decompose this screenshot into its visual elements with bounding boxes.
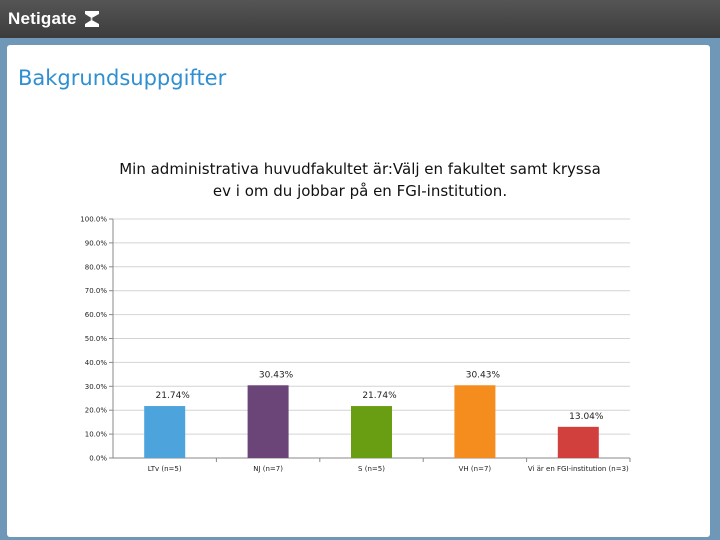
x-tick-label: Vi är en FGI-institution (n=3) — [528, 465, 629, 473]
netigate-logo[interactable]: Netigate — [8, 6, 100, 32]
x-tick-label: NJ (n=7) — [253, 465, 283, 473]
data-labels: 21.74% 30.43% 21.74% 30.43% 13.04% — [156, 370, 604, 422]
y-tick-label: 30.0% — [85, 383, 108, 391]
data-label: 30.43% — [466, 370, 501, 380]
bars — [144, 385, 599, 458]
x-tick-label: LTv (n=5) — [148, 465, 182, 473]
y-tick-label: 20.0% — [85, 407, 108, 415]
bar — [247, 385, 289, 458]
data-label: 30.43% — [259, 370, 294, 380]
x-tick-labels: LTv (n=5) NJ (n=7) S (n=5) VH (n=7) Vi är en… — [148, 465, 629, 473]
y-tick-label: 10.0% — [85, 431, 108, 439]
netigate-mark-icon — [84, 11, 99, 27]
chart-title: Min administrativa huvudfakultet är:Välj… — [119, 160, 601, 200]
y-tick-label: 70.0% — [85, 287, 108, 295]
section-title: Bakgrundsuppgifter — [18, 66, 227, 90]
x-tick-label: VH (n=7) — [459, 465, 492, 473]
y-tick-label: 90.0% — [85, 239, 108, 247]
data-label: 21.74% — [156, 391, 191, 401]
data-label: 13.04% — [569, 412, 604, 422]
bar — [557, 426, 599, 458]
data-label: 21.74% — [362, 391, 397, 401]
y-tick-labels: 0.0% 10.0% 20.0% 30.0% 40.0% 50.0% 60.0% 70.0% 8… — [80, 216, 107, 463]
y-tick-label: 80.0% — [85, 263, 108, 271]
top-bar: Netigate — [0, 0, 720, 38]
y-tick-label: 40.0% — [85, 359, 108, 367]
y-tick-label: 100.0% — [80, 216, 107, 224]
bar — [144, 406, 186, 458]
bar — [454, 385, 496, 458]
y-tick-label: 0.0% — [89, 455, 107, 463]
y-tick-label: 50.0% — [85, 335, 108, 343]
logo-text: Netigate — [8, 9, 77, 28]
bar — [351, 406, 392, 458]
y-tick-label: 60.0% — [85, 311, 108, 319]
x-tick-label: S (n=5) — [358, 465, 385, 473]
